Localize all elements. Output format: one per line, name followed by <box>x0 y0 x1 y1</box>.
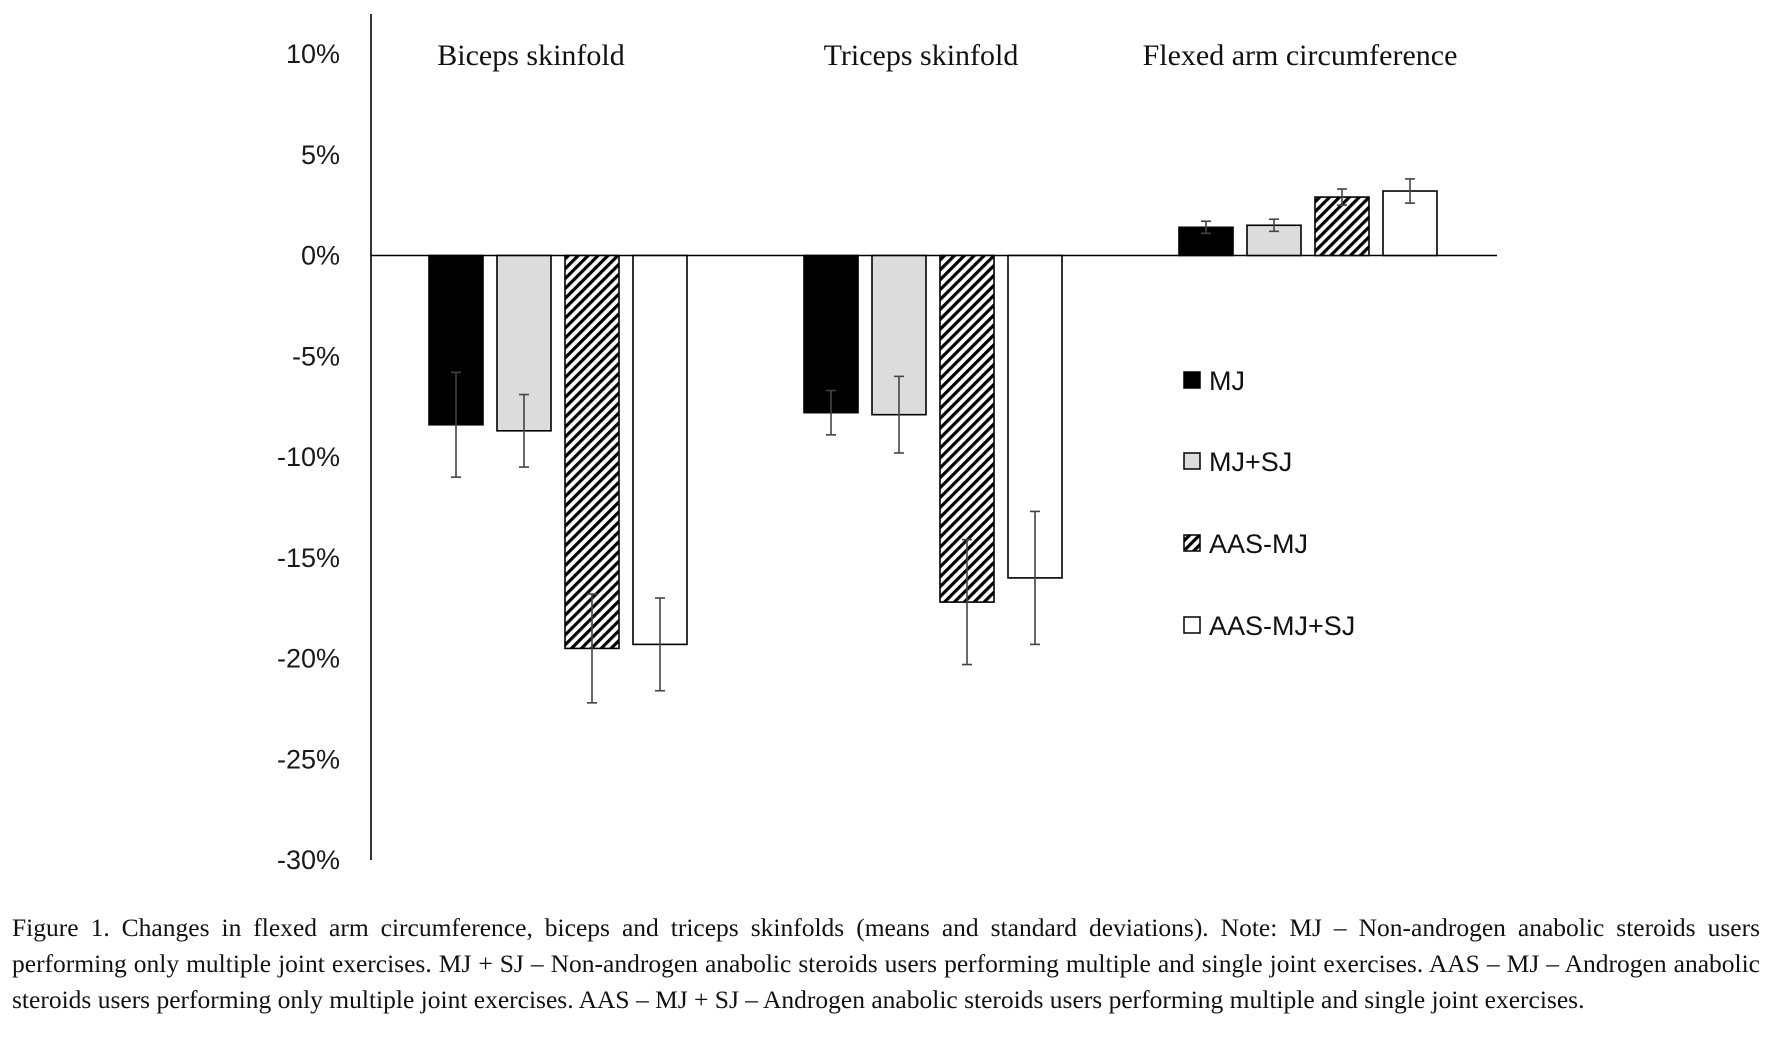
y-tick-label: 10% <box>286 39 340 69</box>
category-label: Flexed arm circumference <box>1143 39 1458 72</box>
y-tick-label: -10% <box>277 442 340 472</box>
figure-caption: Figure 1. Changes in flexed arm circumfe… <box>12 913 1760 1014</box>
legend: MJ MJ+SJ AAS-MJ AAS-MJ+SJ <box>1183 366 1355 641</box>
error-bar <box>826 389 836 436</box>
legend-swatch <box>1183 371 1201 389</box>
category-label: Biceps skinfold <box>437 39 625 72</box>
error-bar <box>894 375 904 454</box>
error-bar <box>1405 178 1415 204</box>
bar <box>803 254 859 414</box>
y-tick-label: 5% <box>301 140 340 170</box>
bar <box>564 254 620 650</box>
category-label: Triceps skinfold <box>824 39 1019 72</box>
error-bars <box>451 178 1415 704</box>
y-tick-label: -20% <box>277 644 340 674</box>
error-bar <box>1030 510 1040 646</box>
axes: 10% 5% 0% -5% -10% -15% -20% -25% -30% Biceps ski… <box>277 14 1497 875</box>
legend-swatch <box>1183 452 1201 470</box>
legend-label: AAS-MJ+SJ <box>1209 611 1355 641</box>
legend-swatch <box>1183 616 1201 634</box>
bars <box>428 190 1438 650</box>
y-tick-label: -15% <box>277 543 340 573</box>
error-bar <box>1269 218 1279 233</box>
error-bar <box>655 597 665 692</box>
y-tick-label: -30% <box>277 845 340 875</box>
legend-label: MJ <box>1209 366 1245 396</box>
y-tick-label: -25% <box>277 744 340 774</box>
legend-swatch <box>1183 534 1201 552</box>
error-bar <box>587 593 597 704</box>
y-tick-label: 0% <box>301 241 340 271</box>
error-bar <box>962 538 972 666</box>
bar <box>632 254 688 646</box>
legend-label: AAS-MJ <box>1209 529 1308 559</box>
error-bar <box>1201 220 1211 235</box>
bar-chart: 10% 5% 0% -5% -10% -15% -20% -25% -30% Biceps ski… <box>277 14 1497 875</box>
error-bar <box>519 393 529 468</box>
error-bar <box>451 371 461 478</box>
error-bar <box>1337 188 1347 206</box>
bar <box>1314 196 1370 257</box>
y-tick-label: -5% <box>292 341 340 371</box>
legend-label: MJ+SJ <box>1209 447 1292 477</box>
